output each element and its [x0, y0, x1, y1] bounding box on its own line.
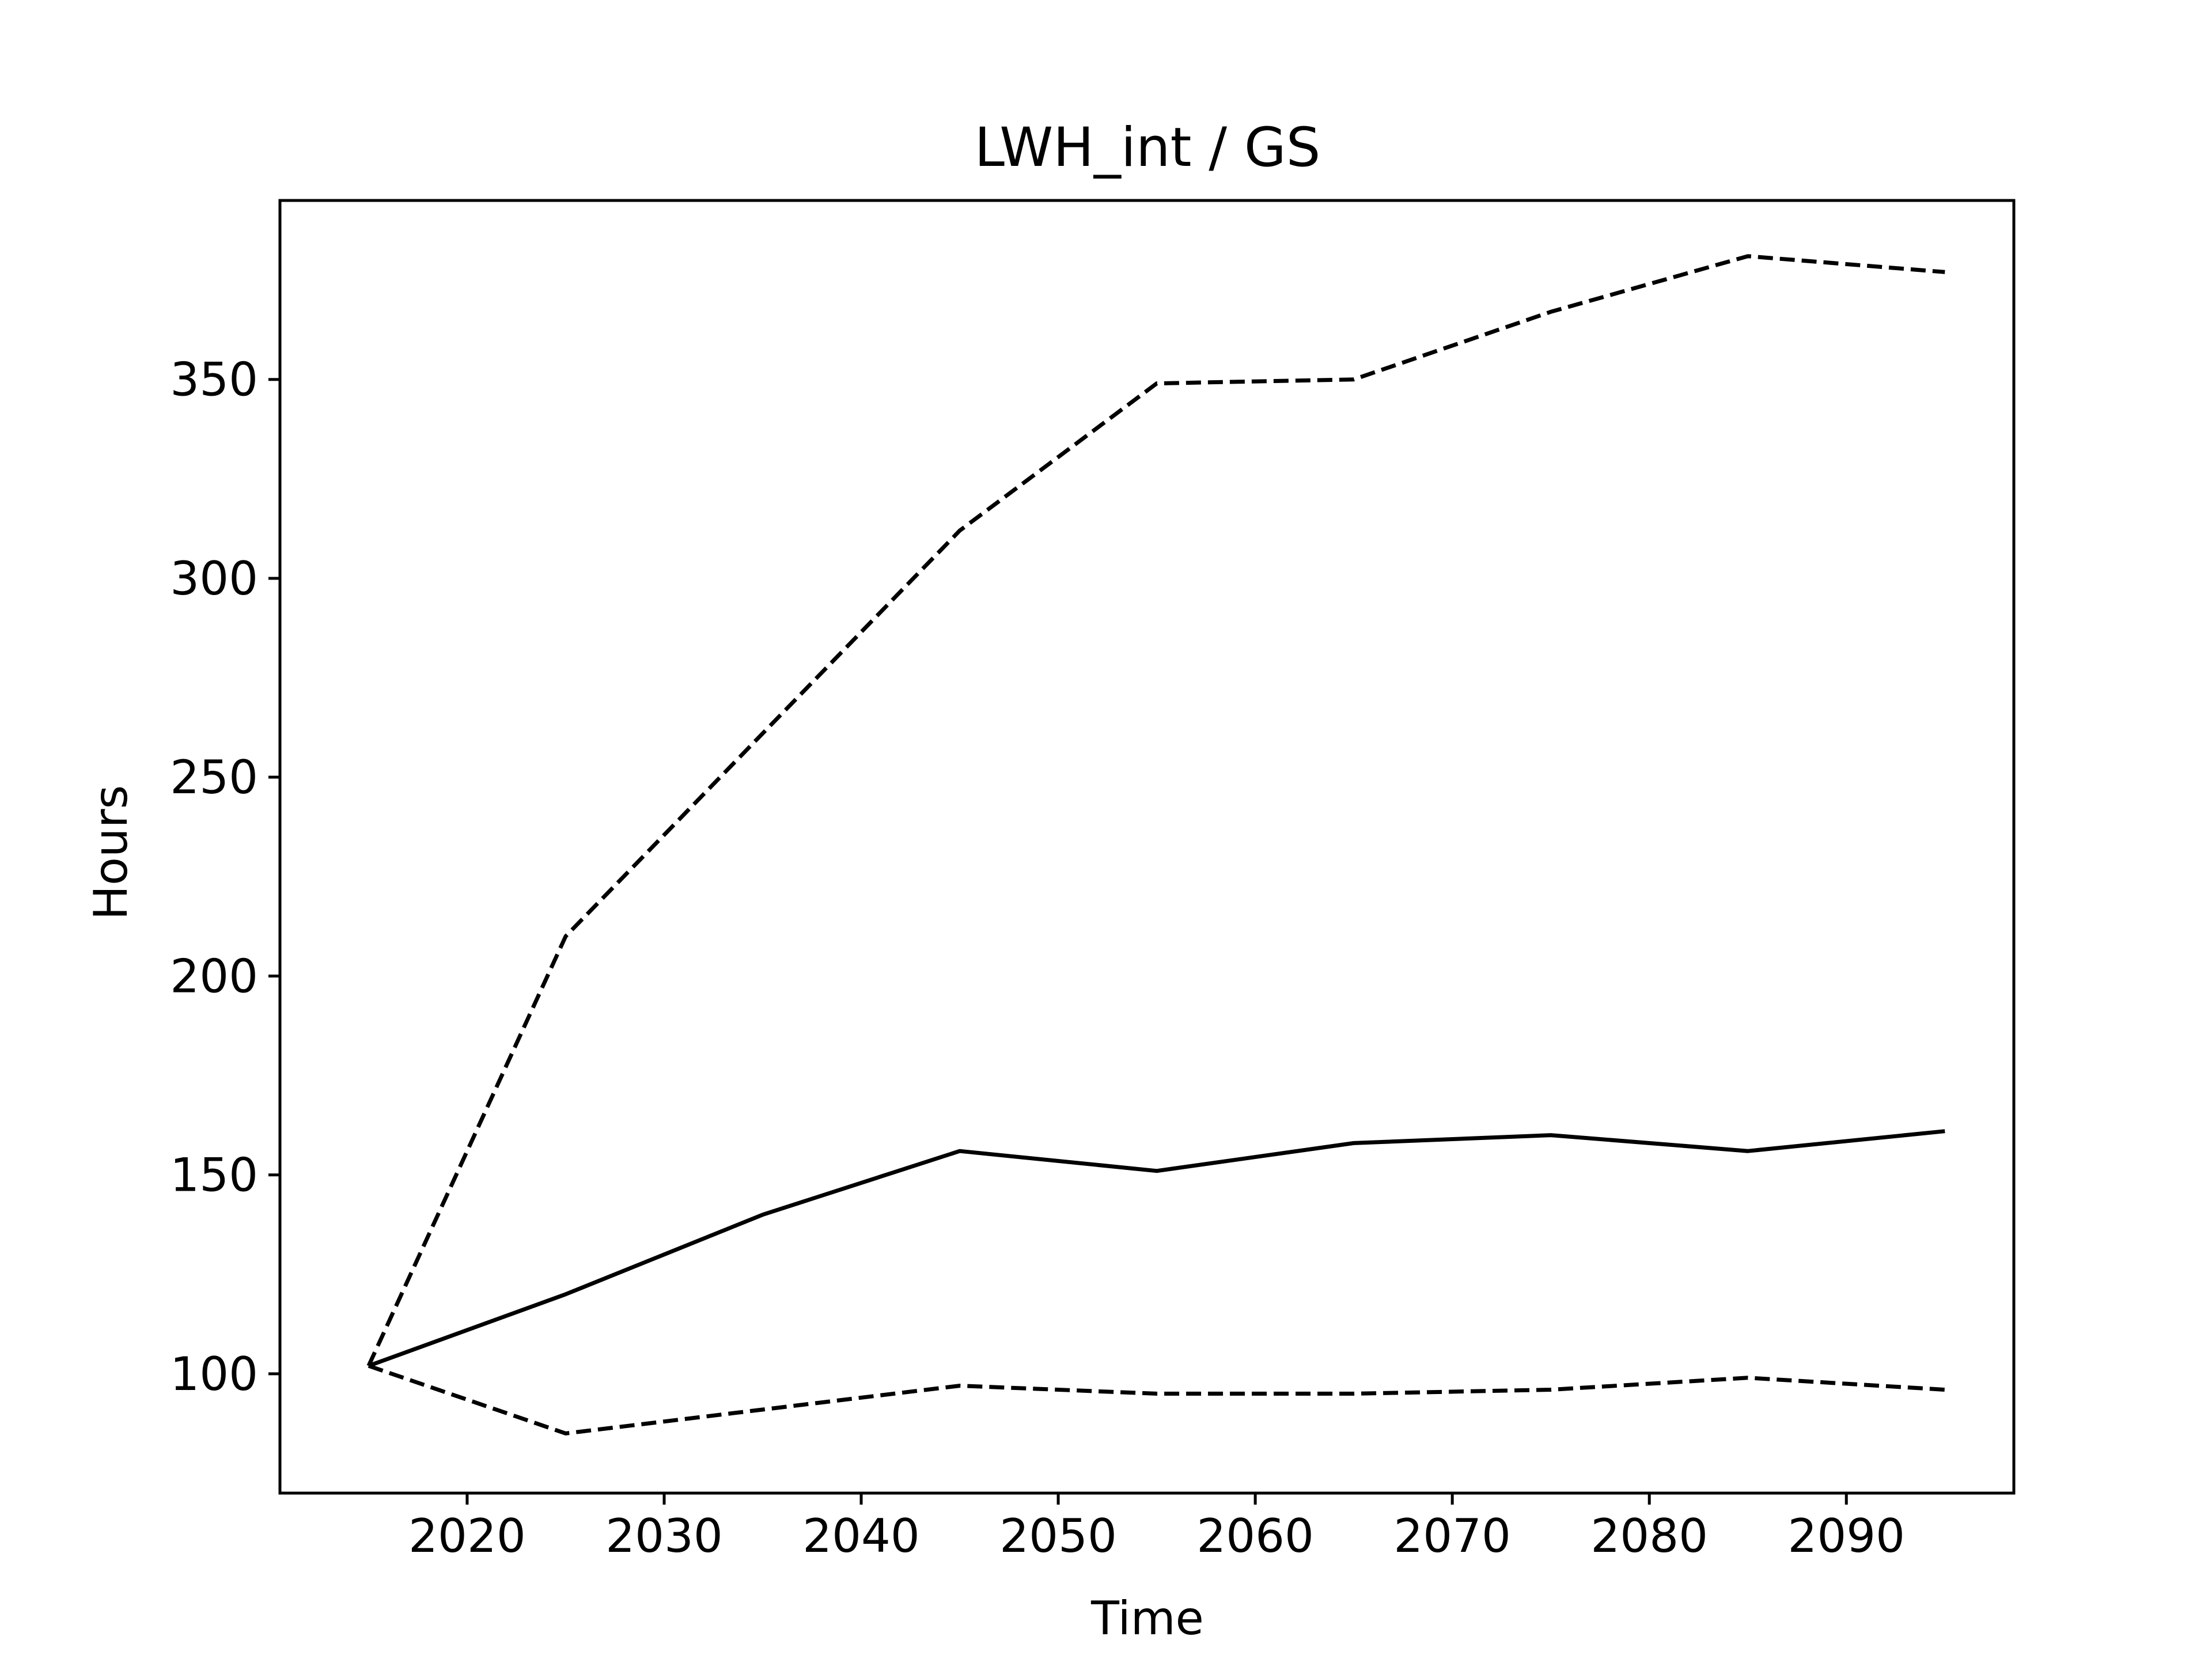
y-tick-label: 100: [170, 1347, 258, 1401]
x-tick-label: 2030: [605, 1509, 723, 1563]
y-tick-label: 150: [170, 1149, 258, 1202]
y-axis-ticks: 100 150 200 250 300 350: [170, 353, 280, 1401]
x-tick-label: 2040: [802, 1509, 920, 1563]
x-tick-label: 2050: [999, 1509, 1117, 1563]
y-tick-label: 300: [170, 552, 258, 605]
chart-title: LWH_int / GS: [975, 116, 1321, 179]
y-tick-label: 200: [170, 949, 258, 1003]
x-tick-label: 2060: [1196, 1509, 1314, 1563]
x-tick-label: 2080: [1590, 1509, 1708, 1563]
x-tick-label: 2090: [1787, 1509, 1905, 1563]
x-tick-label: 2020: [408, 1509, 526, 1563]
plot-frame: [278, 199, 2016, 1495]
x-axis-ticks: 2020 2030 2040 2050 2060 2070 2080 2090: [408, 1493, 1905, 1563]
x-axis-label: Time: [1090, 1592, 1204, 1645]
series-line-1: [366, 254, 1945, 1367]
y-tick-label: 250: [170, 751, 258, 804]
y-tick-label: 350: [170, 353, 258, 407]
x-tick-label: 2070: [1393, 1509, 1511, 1563]
series-line-3: [368, 1363, 1945, 1435]
series-line-2: [368, 1129, 1945, 1368]
y-axis-label: Hours: [84, 785, 138, 920]
series-layer: [366, 254, 1945, 1435]
